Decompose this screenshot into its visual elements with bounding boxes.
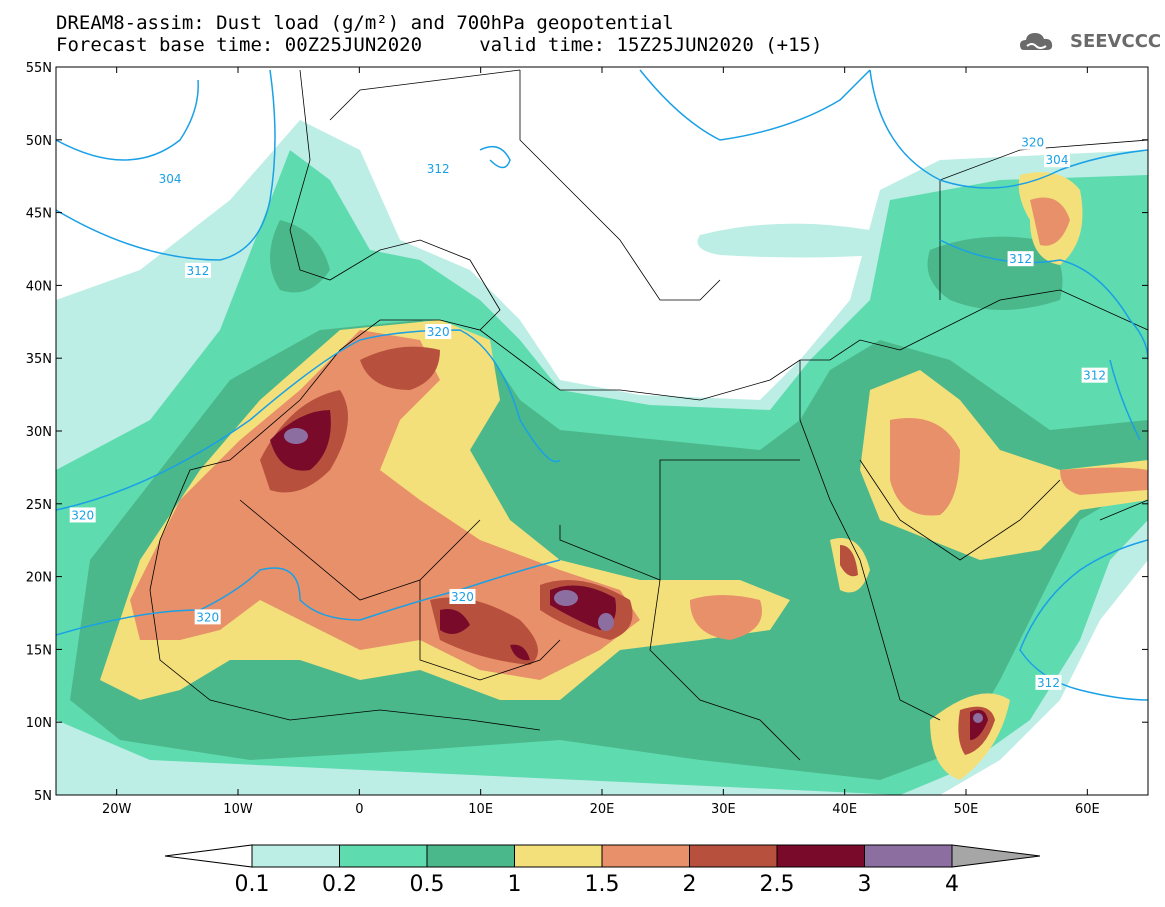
lat-label: 15N bbox=[26, 643, 52, 658]
map-title-line-1: DREAM8-assim: Dust load (g/m²) and 700hP… bbox=[56, 12, 674, 34]
lat-label: 5N bbox=[34, 789, 52, 804]
seevccc-cloud-logo-icon bbox=[1020, 33, 1053, 50]
contour-label-bg bbox=[1081, 367, 1108, 383]
dust-level-3 bbox=[284, 428, 983, 723]
colorbar-segment bbox=[339, 844, 428, 868]
lon-label: 20E bbox=[590, 802, 615, 817]
lon-label: 20W bbox=[102, 802, 132, 817]
colorbar-segment bbox=[426, 844, 515, 868]
lat-label: 30N bbox=[26, 425, 52, 440]
contour-label-bg bbox=[184, 262, 211, 278]
contour-label: 304 bbox=[159, 172, 182, 186]
colorbar-high-arrow bbox=[951, 844, 1041, 868]
contour-label-bg bbox=[1044, 152, 1070, 168]
latitude-labels: 55N 50N 45N 40N 35N 30N 25N 20N 15N 10N 5N bbox=[26, 61, 1148, 804]
contour-label: 304 bbox=[1046, 153, 1069, 167]
contour-label: 312 bbox=[1037, 676, 1060, 690]
colorbar: 0.1 0.2 0.5 1 1.5 2 2.5 3 4 bbox=[164, 844, 1041, 897]
lat-label: 40N bbox=[26, 279, 52, 294]
colorbar-segment bbox=[514, 844, 603, 868]
contour-label-bg bbox=[69, 507, 96, 523]
lon-label: 50E bbox=[954, 802, 979, 817]
colorbar-label: 1 bbox=[508, 872, 522, 897]
lon-label: 10W bbox=[223, 802, 253, 817]
colorbar-segment bbox=[689, 844, 778, 868]
lat-label: 25N bbox=[26, 498, 52, 513]
lon-label: 0 bbox=[355, 802, 363, 817]
contour-label: 312 bbox=[1009, 252, 1032, 266]
contour-label-bg bbox=[194, 609, 221, 625]
dust-level-1.5 bbox=[130, 197, 1148, 680]
contour-label: 312 bbox=[1083, 369, 1106, 383]
contour-label: 320 bbox=[71, 508, 94, 522]
contour-labels: 304 304 312 312 312 312 312 320 320 320 320 320 bbox=[69, 134, 1108, 690]
contour-label: 320 bbox=[1021, 136, 1044, 150]
colorbar-label: 2 bbox=[683, 872, 697, 897]
contour-label-bg bbox=[1007, 251, 1034, 267]
lon-label: 10E bbox=[468, 802, 493, 817]
contour-label-bg bbox=[1019, 134, 1046, 150]
colorbar-segment bbox=[776, 844, 865, 868]
contour-label: 320 bbox=[451, 590, 474, 604]
longitude-labels: 20W 10W 0 10E 20E 30E 40E 50E 60E bbox=[102, 67, 1100, 817]
contour-label: 312 bbox=[427, 162, 450, 176]
lat-label: 55N bbox=[26, 61, 52, 76]
logo-text: SEEVCCC bbox=[1070, 31, 1162, 52]
contour-label-bg bbox=[157, 171, 184, 187]
lat-label: 10N bbox=[26, 716, 52, 731]
lat-label: 20N bbox=[26, 571, 52, 586]
colorbar-label: 0.2 bbox=[322, 872, 357, 897]
contour-label: 320 bbox=[196, 610, 219, 624]
borders bbox=[149, 69, 1148, 761]
lat-label: 35N bbox=[26, 352, 52, 367]
colorbar-low-arrow bbox=[164, 844, 253, 868]
colorbar-segment bbox=[601, 844, 690, 868]
map-title-line-2: Forecast base time: 00Z25JUN2020 valid t… bbox=[56, 34, 823, 56]
contour-label-bg bbox=[449, 588, 476, 604]
colorbar-label: 0.5 bbox=[410, 872, 445, 897]
colorbar-label: 1.5 bbox=[585, 872, 620, 897]
lat-label: 50N bbox=[26, 134, 52, 149]
contour-label-bg bbox=[1035, 674, 1062, 690]
colorbar-segment bbox=[864, 844, 953, 868]
lon-label: 40E bbox=[832, 802, 857, 817]
contour-label: 320 bbox=[427, 325, 450, 339]
contour-label-bg bbox=[425, 160, 452, 176]
colorbar-label: 4 bbox=[945, 872, 959, 897]
lon-label: 30E bbox=[711, 802, 736, 817]
lon-label: 60E bbox=[1075, 802, 1100, 817]
contour-label-bg bbox=[425, 323, 452, 339]
colorbar-label: 0.1 bbox=[235, 872, 270, 897]
colorbar-label: 2.5 bbox=[760, 872, 795, 897]
colorbar-segment bbox=[251, 844, 340, 868]
contour-label: 312 bbox=[187, 264, 210, 278]
lat-label: 45N bbox=[26, 207, 52, 222]
colorbar-label: 3 bbox=[858, 872, 872, 897]
